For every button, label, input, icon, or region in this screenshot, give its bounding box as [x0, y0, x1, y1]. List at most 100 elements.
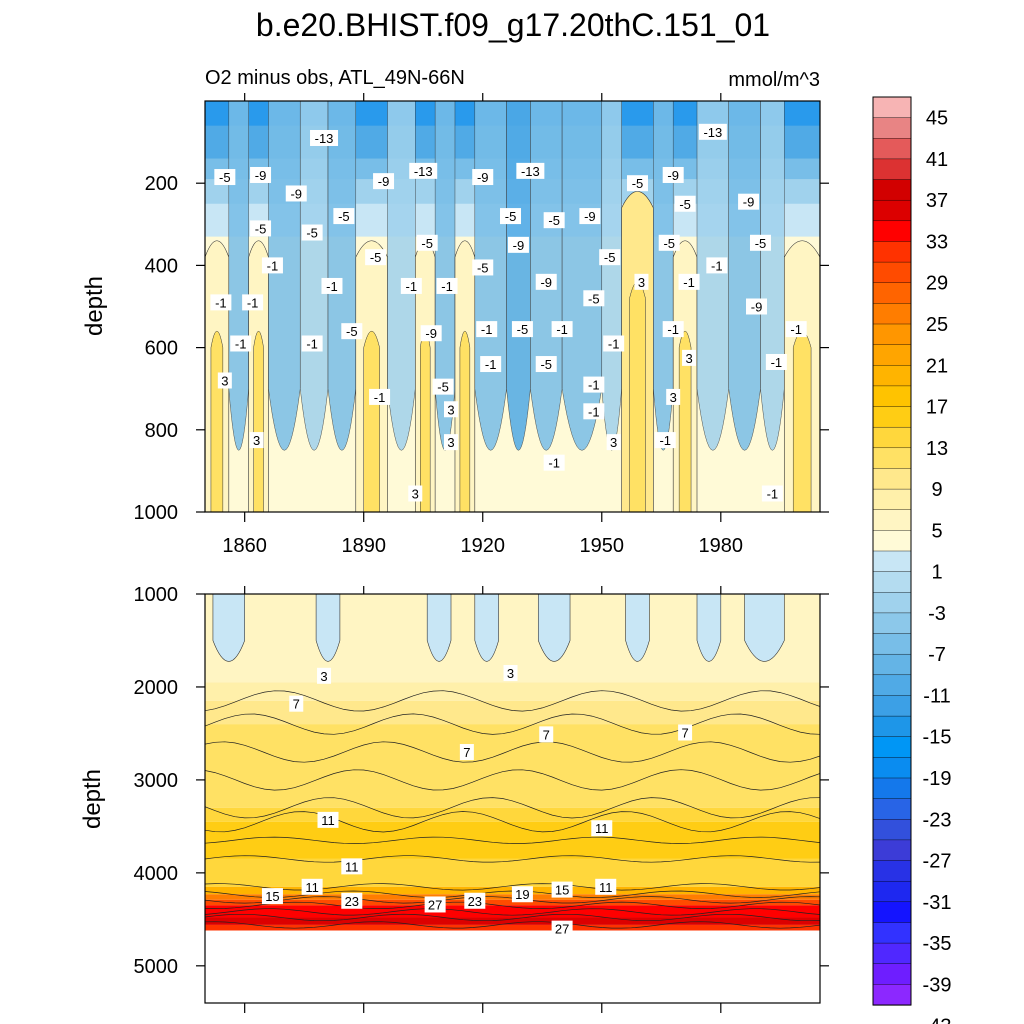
- contour-label: -5: [219, 170, 231, 185]
- contour-label-box: [674, 195, 696, 212]
- contour-label: 11: [305, 880, 319, 895]
- lower-contour-band: [205, 917, 820, 925]
- lower-contour-line: [205, 908, 820, 916]
- contour-label: -1: [267, 258, 279, 273]
- contour-label: -1: [556, 322, 568, 337]
- contour-label-box: [746, 298, 768, 315]
- contour-label-box: [261, 888, 283, 905]
- contour-label-box: [230, 335, 252, 352]
- contour-label: -13: [703, 125, 722, 140]
- contour-label: 7: [293, 697, 300, 712]
- contour-label: -1: [683, 275, 695, 290]
- contour-label: -5: [540, 357, 552, 372]
- contour-label-box: [459, 744, 474, 761]
- upper-cool-column: [299, 101, 329, 451]
- contour-label: -9: [751, 300, 763, 315]
- contour-label-box: [341, 858, 363, 875]
- contour-label: -1: [235, 336, 247, 351]
- contour-label: -9: [378, 174, 390, 189]
- contour-label-box: [210, 294, 232, 311]
- colorbar-swatch: [872, 344, 912, 366]
- contour-label-box: [579, 208, 601, 225]
- colorbar-swatch: [872, 612, 912, 635]
- contour-label-box: [583, 290, 605, 307]
- colorbar-swatch: [872, 158, 912, 181]
- lower-plot-frame: [204, 593, 821, 1004]
- colorbar-swatch: [872, 860, 912, 882]
- contour-label-box: [583, 376, 605, 393]
- colorbar-label: 45: [926, 108, 948, 130]
- upper-warm-core: [678, 330, 692, 512]
- lower-contour-line: [205, 769, 820, 791]
- colorbar-swatch: [872, 96, 912, 119]
- contour-label-box: [365, 249, 387, 266]
- x-tick-label: 1950: [580, 535, 625, 557]
- contour-label: -5: [755, 236, 767, 251]
- contour-label-box: [706, 257, 728, 274]
- colorbar-label: 1: [931, 562, 942, 584]
- lower-contour-line: [205, 901, 820, 909]
- contour-label: -9: [667, 168, 679, 183]
- contour-label-box: [333, 208, 355, 225]
- colorbar-swatch: [872, 138, 912, 160]
- contour-label: -1: [374, 390, 386, 405]
- contour-label: -1: [767, 487, 779, 502]
- contour-label: 19: [515, 887, 529, 902]
- contour-label-box: [310, 129, 339, 146]
- contour-label-box: [416, 234, 438, 251]
- contour-label-box: [217, 372, 232, 389]
- colorbar-swatch: [872, 963, 912, 985]
- contour-label: -1: [306, 336, 318, 351]
- lower-contour-band: [205, 899, 820, 906]
- lower-cool-intrusion: [426, 594, 452, 662]
- upper-cool-column: [327, 101, 357, 451]
- contour-label-box: [626, 175, 648, 192]
- contour-label: 11: [599, 880, 613, 895]
- contour-label-box: [321, 277, 343, 294]
- colorbar-swatch: [872, 922, 912, 944]
- colorbar-swatch: [872, 468, 912, 490]
- lower-contour-line: [205, 797, 820, 819]
- contour-label-box: [472, 169, 494, 186]
- lower-contour-line: [205, 913, 820, 922]
- contour-label-box: [476, 321, 498, 338]
- colorbar-label: 21: [926, 355, 948, 377]
- contour-label-box: [301, 335, 323, 352]
- y-tick-label: 2000: [134, 677, 179, 699]
- contour-label: -9: [743, 195, 755, 210]
- colorbar-swatch: [872, 819, 912, 841]
- x-tick-label: 1920: [460, 535, 505, 557]
- colorbar-label: 9: [931, 479, 942, 501]
- contour-label-box: [511, 321, 533, 338]
- colorbar-label: 17: [926, 397, 948, 419]
- contour-label: -9: [513, 238, 525, 253]
- colorbar-swatch: [872, 674, 912, 697]
- contour-label: 3: [253, 433, 260, 448]
- contour-label: 3: [412, 487, 419, 502]
- upper-cool-column: [728, 101, 761, 451]
- contour-label: -9: [540, 275, 552, 290]
- contour-label-box: [424, 896, 446, 913]
- lower-contour-band: [205, 700, 820, 725]
- contour-label-box: [551, 881, 573, 898]
- contour-label-box: [317, 811, 339, 828]
- colorbar-label: -11: [923, 685, 950, 707]
- contour-label-box: [634, 273, 649, 290]
- contour-label: 7: [543, 727, 550, 742]
- contour-label-box: [539, 726, 554, 743]
- upper-warm-core: [459, 330, 471, 512]
- contour-label: 3: [670, 390, 677, 405]
- contour-label-box: [436, 277, 458, 294]
- colorbar-label: -43: [923, 1016, 952, 1024]
- lower-cool-intrusion: [744, 594, 785, 662]
- contour-label-box: [285, 185, 307, 202]
- contour-label: 3: [507, 666, 514, 681]
- contour-label-box: [698, 123, 727, 140]
- colorbar-swatch: [872, 406, 912, 428]
- colorbar-swatch: [872, 488, 912, 511]
- contour-label: -13: [521, 164, 540, 179]
- contour-label: -5: [477, 260, 489, 275]
- upper-cool-column: [387, 101, 416, 451]
- lower-contour-line: [205, 690, 820, 712]
- lower-contour-field: [205, 594, 820, 1003]
